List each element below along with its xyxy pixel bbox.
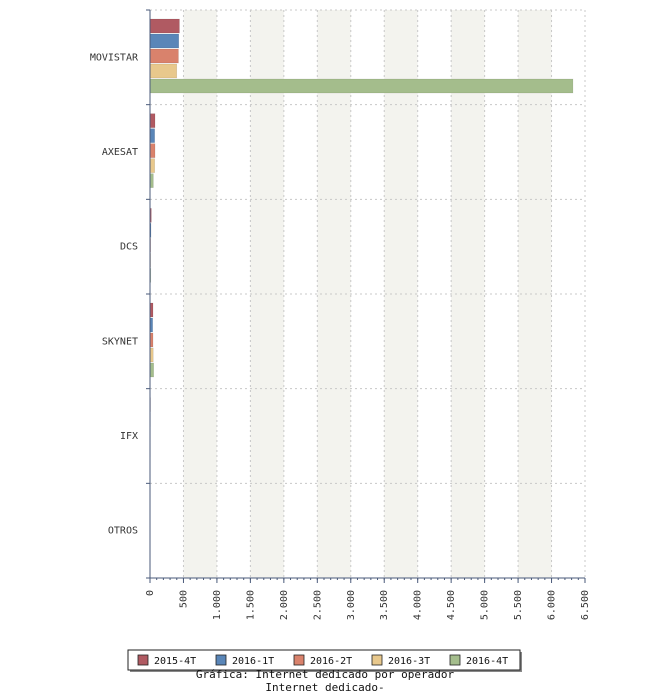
x-tick-label: 1.000	[212, 590, 223, 620]
bar-movistar-2016-2T	[149, 48, 179, 64]
x-tick-label: 1.500	[245, 590, 256, 620]
bar-movistar-2016-4T	[149, 78, 574, 94]
category-label: AXESAT	[102, 147, 138, 158]
legend-label: 2015-4T	[154, 656, 196, 667]
x-tick-label: 3.000	[346, 590, 357, 620]
x-tick-label: 6.500	[580, 590, 591, 620]
category-label: DCS	[120, 242, 138, 253]
chart-title: Gráfica: Internet dedicado por operador	[195, 668, 455, 681]
category-label: OTROS	[108, 526, 138, 537]
x-tick-label: 5.000	[480, 590, 491, 620]
x-tick-label: 0	[145, 590, 156, 596]
x-tick-label: 4.500	[446, 590, 457, 620]
x-tick-label: 3.500	[379, 590, 390, 620]
chart-subtitle: Internet dedicado-	[265, 681, 385, 694]
legend-swatch	[137, 654, 149, 666]
category-label: IFX	[120, 431, 138, 442]
x-tick-label: 4.000	[413, 590, 424, 620]
x-tick-label: 2.500	[312, 590, 323, 620]
category-label: MOVISTAR	[90, 52, 139, 63]
bar-movistar-2016-3T	[149, 63, 178, 79]
legend-swatch	[215, 654, 227, 666]
bar-skynet-2016-4T	[149, 362, 154, 378]
legend-label: 2016-4T	[466, 656, 508, 667]
bar-movistar-2015-4T	[149, 18, 180, 34]
legend-label: 2016-3T	[388, 656, 430, 667]
x-tick-label: 500	[178, 590, 189, 608]
bar-axesat-2015-4T	[149, 113, 156, 128]
legend-label: 2016-1T	[232, 656, 274, 667]
bar-axesat-2016-1T	[149, 128, 155, 143]
legend-swatch	[293, 654, 305, 666]
bar-movistar-2016-1T	[149, 33, 180, 49]
x-tick-label: 2.000	[279, 590, 290, 620]
x-tick-label: 6.000	[547, 590, 558, 620]
x-tick-label: 5.500	[513, 590, 524, 620]
category-label: SKYNET	[102, 336, 138, 347]
bar-axesat-2016-2T	[149, 143, 156, 158]
legend-label: 2016-2T	[310, 656, 352, 667]
legend-swatch	[449, 654, 461, 666]
bar-axesat-2016-3T	[149, 158, 155, 173]
bar-axesat-2016-4T	[149, 173, 154, 188]
legend-swatch	[371, 654, 383, 666]
